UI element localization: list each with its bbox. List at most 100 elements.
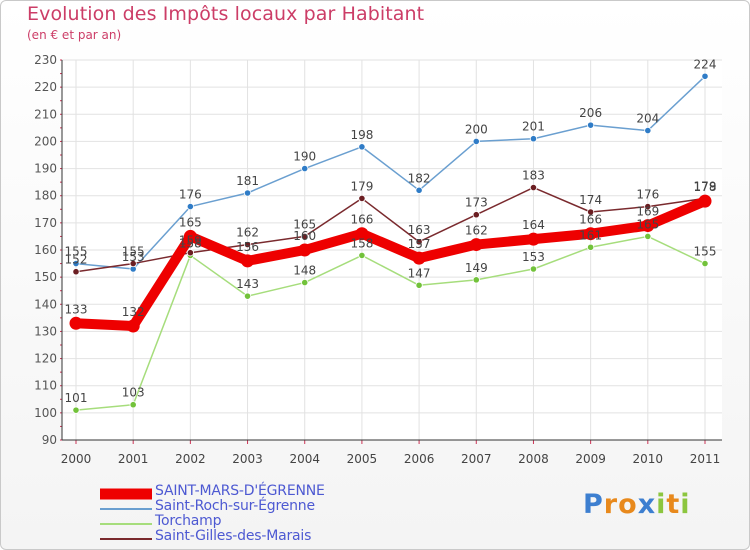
data-point: [301, 232, 309, 241]
data-point: [587, 121, 595, 129]
data-point: [529, 265, 538, 273]
data-label: 157: [408, 237, 431, 251]
data-label: 169: [636, 205, 659, 219]
chart-subtitle: (en € et par an): [27, 28, 122, 42]
data-point: [472, 211, 480, 219]
legend-swatch: [100, 537, 152, 540]
data-label: 190: [293, 150, 316, 164]
legend-swatch: [100, 507, 152, 510]
data-label: 183: [522, 169, 545, 183]
brand-letter: i: [680, 489, 691, 520]
data-label: 143: [236, 277, 259, 291]
data-label: 158: [179, 236, 202, 250]
data-label: 179: [694, 179, 717, 193]
data-point: [301, 164, 309, 173]
legend-label: Saint-Gilles-des-Marais: [155, 528, 312, 544]
x-tick-label: 2006: [404, 452, 435, 466]
brand-letter: i: [656, 489, 667, 520]
series-line: [71, 196, 710, 331]
y-tick-label: 200: [34, 134, 57, 148]
data-point: [644, 126, 652, 135]
series-line: [75, 235, 706, 411]
y-tick-label: 90: [42, 433, 57, 447]
brand-letter: o: [618, 489, 638, 520]
y-tick-label: 210: [34, 107, 57, 121]
data-point: [701, 259, 709, 268]
y-tick-label: 150: [34, 270, 57, 284]
data-label: 132: [122, 305, 145, 319]
data-point: [355, 227, 369, 241]
data-point: [298, 243, 312, 257]
legend-label: SAINT-MARS-D'ÉGRENNE: [155, 483, 325, 499]
data-label: 165: [179, 215, 202, 229]
data-label: 166: [579, 213, 602, 227]
y-tick-label: 190: [34, 162, 57, 176]
data-point: [358, 194, 366, 203]
data-point: [412, 251, 426, 265]
data-label: 152: [65, 253, 88, 267]
x-tick-label: 2009: [575, 452, 606, 466]
data-label: 204: [636, 112, 659, 126]
data-label: 166: [350, 213, 373, 227]
data-point: [129, 259, 137, 268]
data-label: 173: [465, 196, 488, 210]
legend-label: Torchamp: [155, 513, 222, 529]
brand-logo: Proxiti: [583, 489, 691, 520]
data-label: 155: [65, 245, 88, 259]
data-label: 178: [694, 180, 717, 194]
y-tick-label: 140: [34, 297, 57, 311]
data-label: 164: [522, 218, 545, 232]
legend-swatch: [100, 522, 152, 525]
data-point: [584, 227, 598, 241]
data-label: 149: [465, 261, 488, 275]
data-point: [72, 406, 80, 414]
data-point: [301, 278, 309, 287]
data-label: 148: [293, 264, 316, 278]
y-tick-label: 130: [34, 324, 57, 338]
data-point: [358, 251, 366, 260]
chart-title: Evolution des Impôts locaux par Habitant: [27, 3, 425, 25]
data-label: 163: [408, 223, 431, 237]
x-tick-label: 2002: [175, 452, 206, 466]
data-label: 158: [350, 236, 373, 250]
data-label: 201: [522, 120, 545, 134]
data-label: 133: [65, 302, 88, 316]
y-tick-label: 110: [34, 379, 57, 393]
brand-letter: x: [637, 489, 657, 520]
x-tick-label: 2008: [518, 452, 549, 466]
x-tick-label: 2004: [289, 452, 320, 466]
y-tick-label: 160: [34, 243, 57, 257]
data-point: [644, 202, 652, 211]
data-point: [472, 276, 480, 284]
data-label: 159: [179, 234, 202, 248]
data-point: [183, 229, 197, 243]
data-point: [72, 259, 80, 268]
x-tick-label: 2003: [232, 452, 263, 466]
data-point: [243, 189, 252, 197]
x-tick-label: 2001: [118, 452, 149, 466]
legend-label: Saint-Roch-sur-Égrenne: [155, 498, 315, 514]
data-point: [241, 254, 255, 268]
y-tick-label: 220: [34, 80, 57, 94]
data-point: [186, 202, 194, 211]
data-point: [587, 243, 595, 251]
data-label: 155: [122, 245, 145, 259]
data-label: 206: [579, 106, 602, 120]
data-point: [243, 292, 252, 300]
data-label: 174: [579, 193, 602, 207]
data-label: 156: [236, 240, 259, 254]
data-point: [358, 143, 366, 151]
data-point: [641, 219, 655, 233]
data-point: [526, 232, 540, 246]
data-point: [186, 249, 194, 257]
data-point: [126, 319, 140, 333]
data-point: [415, 186, 423, 194]
data-label: 103: [122, 386, 145, 400]
data-label: 160: [293, 229, 316, 243]
data-label: 147: [408, 266, 431, 280]
data-point: [701, 72, 709, 80]
data-label: 165: [636, 217, 659, 231]
data-label: 224: [694, 57, 717, 71]
data-label: 153: [122, 250, 145, 264]
